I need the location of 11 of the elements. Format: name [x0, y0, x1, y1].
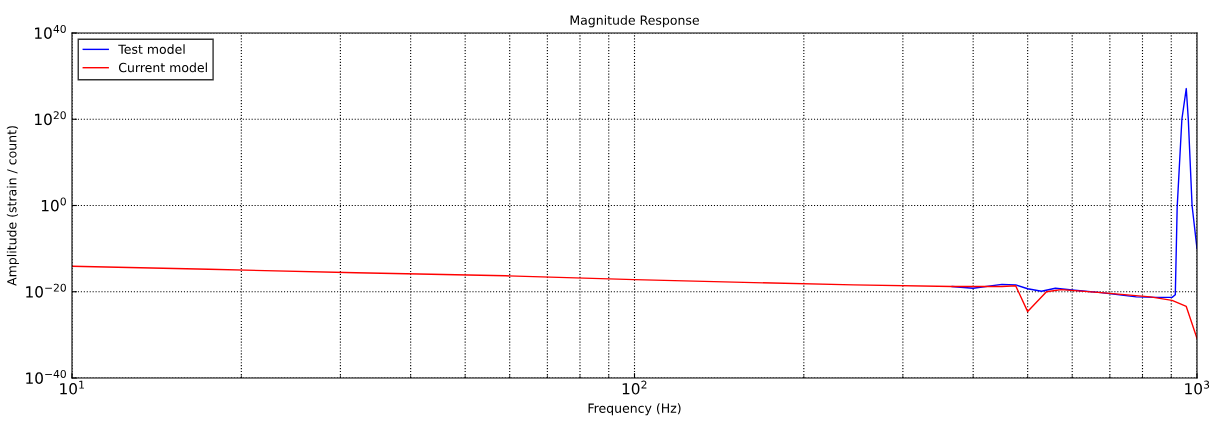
y-tick-label: 10$^{−20}$	[26, 283, 66, 298]
x-axis-title: Frequency (Hz)	[588, 403, 681, 416]
x-tick-label: 10$^{3}$	[1185, 380, 1210, 395]
y-tick-label: 10$^{0}$	[41, 197, 66, 212]
legend-label: Current model	[118, 62, 207, 73]
chart-title: Magnitude Response	[570, 15, 699, 28]
y-tick-label: 10$^{40}$	[35, 24, 66, 39]
y-tick-label: 10$^{20}$	[35, 111, 66, 126]
y-axis-title: Amplitude (strain / count)	[6, 126, 19, 286]
x-tick-label: 10$^{2}$	[622, 380, 647, 395]
legend-label: Test model	[118, 44, 185, 54]
